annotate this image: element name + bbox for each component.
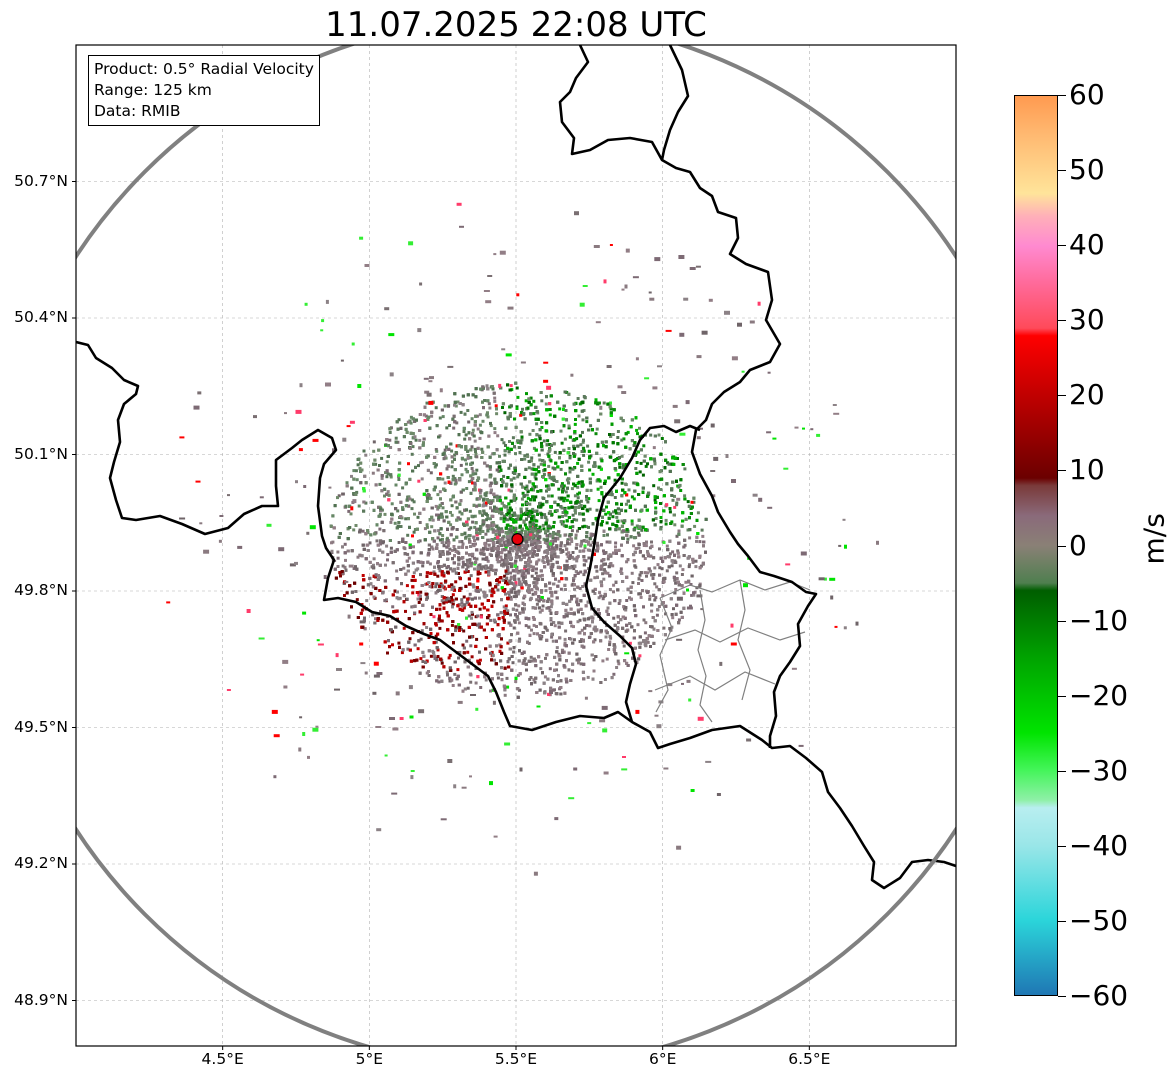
colorbar-tick <box>1058 320 1066 322</box>
range-label: Range: 125 km <box>94 81 212 99</box>
colorbar-tick-label: −10 <box>1069 603 1129 637</box>
map-title: 11.07.2025 22:08 UTC <box>325 5 707 45</box>
colorbar-tick-label: 60 <box>1069 78 1105 111</box>
colorbar-tick-label: −30 <box>1069 753 1129 787</box>
product-info-box: Product: 0.5° Radial Velocity Range: 125… <box>88 55 320 126</box>
lat-tick-label: 49.5°N <box>14 717 68 736</box>
lat-tick-label: 48.9°N <box>14 990 68 1009</box>
colorbar-tick <box>1058 470 1066 472</box>
lon-tick-label: 4.5°E <box>201 1050 244 1068</box>
colorbar-tick-label: −50 <box>1069 903 1129 937</box>
lon-tick-label: 6°E <box>648 1050 677 1068</box>
colorbar-tick <box>1058 920 1066 922</box>
axis-ticks <box>72 181 810 1050</box>
data-source-label: Data: RMIB <box>94 102 181 120</box>
colorbar-tick <box>1058 996 1066 997</box>
colorbar-tick-label: −60 <box>1069 979 1129 1012</box>
colorbar-tick <box>1058 620 1066 622</box>
colorbar-tick-label: 10 <box>1069 453 1105 487</box>
colorbar-tick <box>1058 545 1066 547</box>
map-plot-area <box>76 45 956 1046</box>
lat-tick-label: 49.2°N <box>14 854 68 872</box>
lon-tick-label: 6.5°E <box>788 1050 831 1068</box>
colorbar-tick-label: 0 <box>1069 528 1087 562</box>
lat-tick-label: 50.1°N <box>14 444 68 463</box>
radar-site-marker <box>511 533 524 546</box>
product-label: Product: 0.5° Radial Velocity <box>94 60 314 78</box>
lat-tick-label: 50.7°N <box>14 171 68 190</box>
lon-tick-label: 5.5°E <box>494 1050 538 1068</box>
colorbar-tick-label: −20 <box>1069 678 1129 712</box>
colorbar-unit: m/s <box>1137 513 1171 565</box>
colorbar-tick <box>1058 95 1066 96</box>
colorbar-tick-label: 40 <box>1069 228 1105 262</box>
colorbar-tick <box>1058 695 1066 697</box>
country-borders <box>76 45 956 890</box>
colorbar-tick <box>1058 395 1066 397</box>
colorbar-tick <box>1058 845 1066 847</box>
colorbar-tick <box>1058 245 1066 247</box>
colorbar-tick-label: 20 <box>1069 378 1105 412</box>
colorbar-tick-label: 30 <box>1069 303 1105 337</box>
lat-tick-label: 50.4°N <box>14 308 68 326</box>
lon-tick-label: 5°E <box>355 1050 384 1068</box>
colorbar-tick <box>1058 170 1066 172</box>
colorbar-tick-label: −40 <box>1069 828 1129 862</box>
gridlines <box>76 45 956 1046</box>
lat-tick-label: 49.8°N <box>14 581 68 599</box>
colorbar <box>1014 95 1058 996</box>
colorbar-tick <box>1058 770 1066 772</box>
colorbar-tick-label: 50 <box>1069 153 1105 187</box>
velocity-echoes <box>166 202 879 876</box>
